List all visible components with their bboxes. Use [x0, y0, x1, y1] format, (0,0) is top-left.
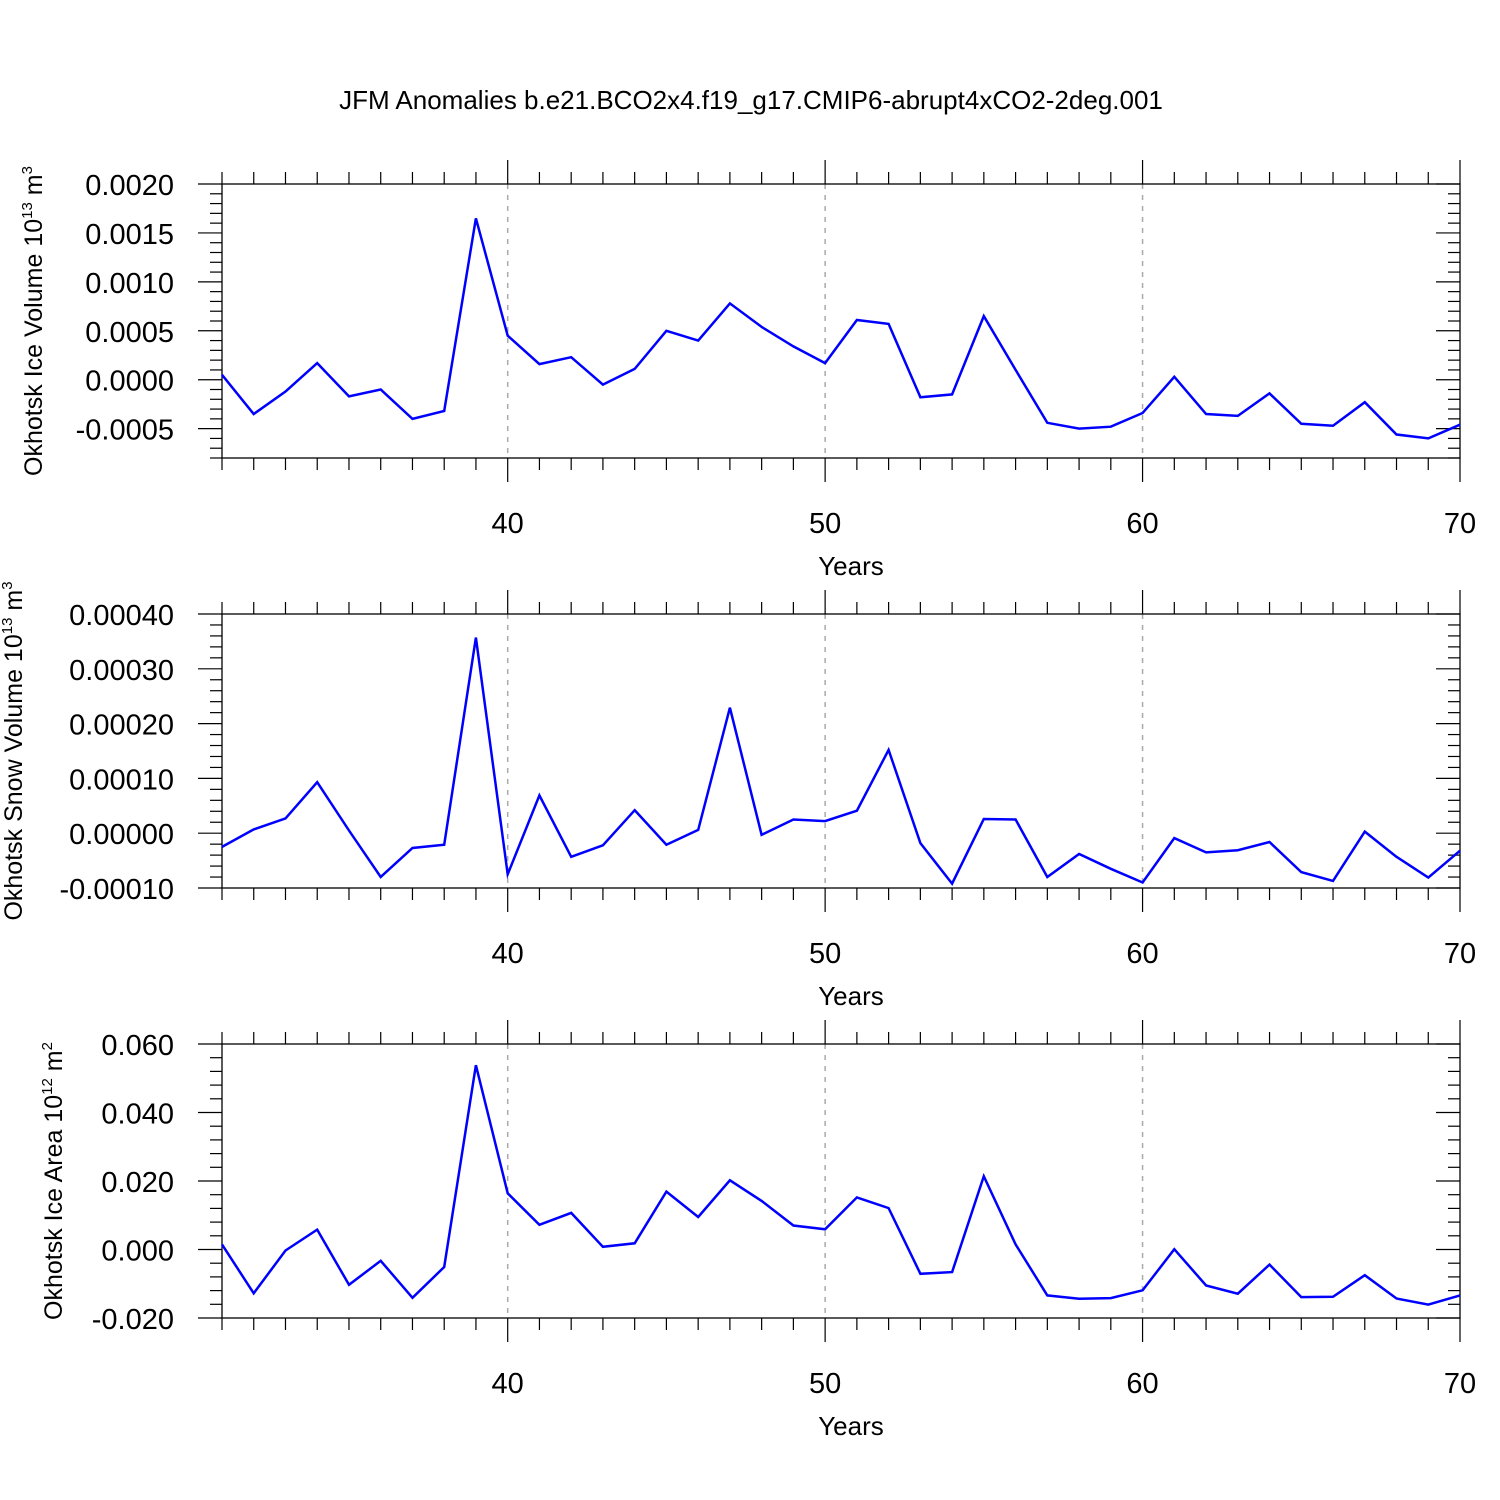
- x-tick-label: 50: [809, 938, 841, 970]
- y-tick-label: 0.000: [101, 1236, 174, 1268]
- chart-panel-2: 40 50 60 70 Years -0.00010 0.00000 0.00010 0.000…: [0, 581, 1476, 1011]
- x-tick-label: 70: [1444, 508, 1476, 540]
- y-tick-label: 0.020: [101, 1167, 174, 1199]
- series-line: [221, 217, 1461, 440]
- x-tick-label: 70: [1444, 1368, 1476, 1400]
- plot-frame: [221, 183, 1461, 459]
- x-tick-label: 40: [492, 508, 524, 540]
- y-tick-label: -0.00010: [60, 874, 175, 906]
- y-tick-label: 0.0015: [85, 219, 174, 251]
- y-tick-label: 0.060: [101, 1030, 174, 1062]
- y-axis-title-text: Okhotsk Ice Volume 10: [20, 219, 48, 476]
- x-axis-title: Years: [818, 981, 884, 1011]
- y-tick-label: 0.00030: [69, 655, 174, 687]
- y-axis-title: Okhotsk Ice Area 1012 m2: [39, 1042, 68, 1320]
- x-tick-label: 40: [492, 1368, 524, 1400]
- x-tick-label: 60: [1126, 1368, 1158, 1400]
- figure-title: JFM Anomalies b.e21.BCO2x4.f19_g17.CMIP6…: [339, 85, 1163, 115]
- y-tick-label: 0.0020: [85, 170, 174, 202]
- series-line: [221, 637, 1461, 886]
- y-axis-title-text: Okhotsk Ice Area 10: [40, 1095, 68, 1320]
- y-tick-label: 0.0005: [85, 317, 174, 349]
- plot-frame: [221, 1043, 1461, 1319]
- y-tick-label: 0.0010: [85, 268, 174, 300]
- y-axis-title-exponent: 12: [39, 1078, 56, 1095]
- x-tick-label: 70: [1444, 938, 1476, 970]
- y-axis-title-text: Okhotsk Snow Volume 10: [0, 634, 28, 920]
- y-axis-title-unit: m: [40, 1050, 68, 1078]
- y-axis-title: Okhotsk Snow Volume 1013 m3: [0, 581, 28, 920]
- y-tick-label: -0.020: [92, 1304, 174, 1336]
- y-axis-title-unit-exponent: 3: [19, 166, 36, 174]
- x-tick-label: 50: [809, 1368, 841, 1400]
- x-axis-title: Years: [818, 551, 884, 581]
- y-axis-title-unit: m: [0, 590, 28, 618]
- y-tick-label: 0.00040: [69, 600, 174, 632]
- series-line: [220, 1064, 1461, 1306]
- x-tick-label: 60: [1126, 508, 1158, 540]
- y-tick-label: 0.00000: [69, 819, 174, 851]
- y-axis-title: Okhotsk Ice Volume 1013 m3: [19, 166, 48, 476]
- y-axis-title-unit-exponent: 3: [0, 581, 16, 589]
- y-tick-label: -0.0005: [76, 415, 174, 447]
- plot-frame: [221, 613, 1461, 889]
- y-axis-title-exponent: 13: [0, 618, 16, 635]
- y-axis-title-unit-exponent: 2: [39, 1042, 56, 1050]
- x-tick-label: 40: [492, 938, 524, 970]
- y-tick-label: 0.00020: [69, 710, 174, 742]
- chart-panel-1: 40 50 60 70 Years -0.0005 0.0000 0.0005 0.0010 0.…: [19, 160, 1476, 581]
- x-tick-label: 50: [809, 508, 841, 540]
- chart-panel-3: 40 50 60 70 Years -0.020 0.000 0.020 0.040 0.060 O…: [39, 1020, 1476, 1441]
- y-axis-title-exponent: 13: [19, 202, 36, 219]
- y-axis-title-unit: m: [20, 174, 48, 202]
- x-axis-title: Years: [818, 1411, 884, 1441]
- x-tick-label: 60: [1126, 938, 1158, 970]
- y-tick-label: 0.040: [101, 1099, 174, 1131]
- y-tick-label: 0.00010: [69, 764, 174, 796]
- y-tick-label: 0.0000: [85, 366, 174, 398]
